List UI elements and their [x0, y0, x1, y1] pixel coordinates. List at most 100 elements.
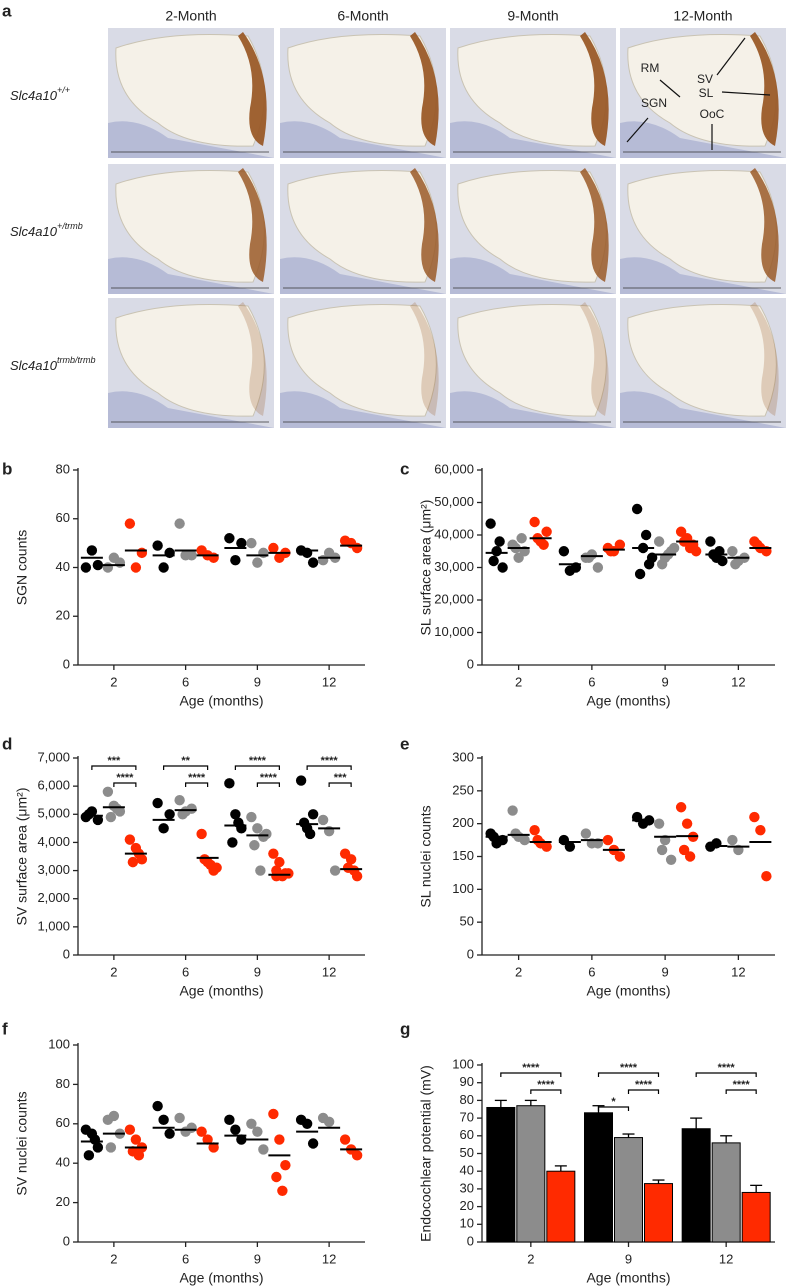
sig-bracket	[185, 782, 209, 787]
tissue	[620, 121, 786, 158]
data-point	[271, 865, 282, 876]
x-axis-label: Age (months)	[586, 1270, 670, 1286]
stria	[410, 302, 439, 416]
data-point	[541, 526, 552, 537]
scala-media	[287, 304, 437, 417]
annotation: SV	[697, 72, 713, 86]
data-point	[92, 814, 104, 826]
data-point	[230, 809, 241, 820]
data-point	[177, 809, 188, 820]
y-tick-label: 90	[460, 1074, 474, 1089]
genotype: +/+	[57, 85, 70, 95]
x-tick-label: 12	[731, 964, 745, 979]
data-point	[298, 817, 310, 828]
data-point	[164, 1128, 175, 1139]
sig-bracket	[113, 782, 137, 787]
data-point	[529, 516, 540, 528]
data-point	[224, 533, 235, 544]
data-point	[224, 1114, 235, 1126]
data-point	[668, 542, 680, 554]
sig-bracket	[597, 1106, 630, 1111]
sig-label: ***	[107, 755, 121, 767]
data-point	[252, 823, 263, 834]
sig-label: ****	[321, 755, 339, 767]
y-tick-label: 50	[460, 1145, 474, 1160]
data-point	[105, 1142, 117, 1153]
data-point	[277, 1185, 288, 1196]
scala-media	[457, 34, 607, 147]
data-point	[105, 811, 117, 823]
panel-letter: f	[2, 1019, 8, 1038]
tissue	[108, 257, 274, 294]
data-point	[755, 825, 766, 836]
x-tick-label: 2	[515, 674, 522, 689]
data-point	[307, 809, 319, 820]
y-tick-label: 100	[452, 1056, 474, 1071]
y-tick-label: 20	[56, 608, 70, 623]
y-tick-label: 0	[467, 946, 474, 961]
data-point	[86, 545, 98, 556]
data-point	[249, 840, 260, 851]
data-point	[656, 559, 668, 570]
data-point	[280, 1159, 291, 1171]
data-point	[583, 552, 595, 563]
data-point	[665, 854, 677, 865]
gene-name: Slc4a10	[10, 224, 58, 239]
y-tick-label: 20	[460, 1198, 474, 1213]
data-point	[749, 811, 760, 823]
data-point	[605, 546, 617, 557]
data-point	[158, 562, 169, 573]
bar	[644, 1183, 673, 1243]
stria	[238, 32, 267, 146]
data-point	[519, 834, 530, 846]
y-tick-label: 150	[452, 848, 474, 863]
panel-letter: a	[2, 1, 12, 20]
y-tick-label: 100	[48, 1036, 70, 1051]
sig-bracket	[597, 1072, 660, 1077]
stria	[750, 168, 779, 282]
y-tick-label: 30	[460, 1180, 474, 1195]
sig-label: ****	[249, 755, 267, 767]
data-point	[258, 1144, 269, 1155]
scala-media	[115, 170, 265, 283]
data-point	[261, 828, 272, 840]
data-point	[246, 537, 257, 549]
y-tick-label: 100	[452, 881, 474, 896]
data-point	[152, 797, 163, 809]
tissue	[620, 257, 786, 294]
genotype: +/trmb	[57, 221, 83, 231]
stria	[750, 32, 779, 146]
data-point	[136, 547, 148, 559]
data-point	[307, 557, 319, 568]
y-tick-label: 40	[56, 559, 70, 574]
data-point	[274, 1134, 285, 1145]
x-axis-label: Age (months)	[179, 983, 263, 999]
y-tick-label: 20,000	[434, 591, 474, 606]
data-point	[761, 871, 772, 882]
panel-letter: e	[400, 734, 409, 753]
column-header: 9-Month	[507, 8, 558, 24]
data-point	[304, 828, 316, 840]
data-point	[323, 1116, 335, 1128]
sig-bracket	[328, 782, 352, 787]
data-point	[348, 865, 360, 876]
data-point	[102, 786, 114, 797]
data-point	[295, 775, 307, 786]
x-tick-label: 2	[527, 1251, 534, 1266]
tissue	[280, 121, 446, 158]
data-point	[717, 555, 728, 567]
data-point	[158, 823, 169, 834]
data-point	[227, 837, 238, 848]
sig-bracket	[627, 1089, 660, 1094]
stria	[410, 168, 439, 282]
data-point	[130, 562, 142, 573]
data-point	[255, 865, 266, 876]
data-point	[488, 555, 499, 567]
data-point	[196, 1126, 207, 1137]
data-point	[510, 828, 521, 839]
x-tick-label: 6	[588, 964, 595, 979]
y-tick-label: 20	[56, 1194, 70, 1209]
data-point	[614, 539, 626, 550]
scala-media	[627, 304, 777, 417]
data-point	[491, 546, 502, 557]
